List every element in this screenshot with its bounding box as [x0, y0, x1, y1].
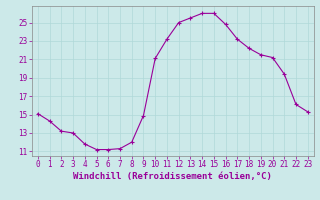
- X-axis label: Windchill (Refroidissement éolien,°C): Windchill (Refroidissement éolien,°C): [73, 172, 272, 181]
